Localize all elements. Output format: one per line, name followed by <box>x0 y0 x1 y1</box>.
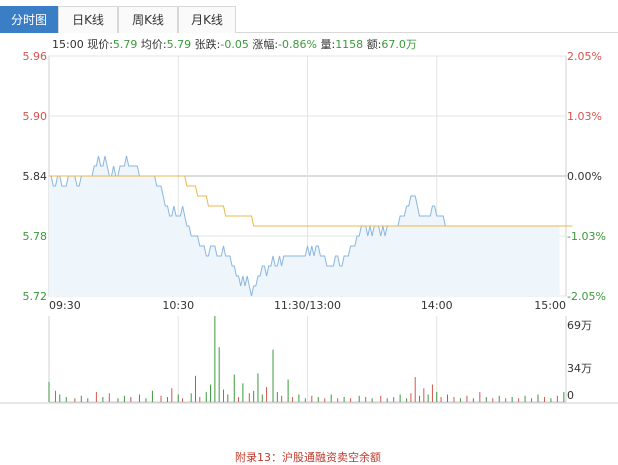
y-right-tick: 0.00% <box>567 170 602 183</box>
x-tick: 14:00 <box>421 299 453 312</box>
pct-value: -0.86% <box>278 38 317 51</box>
x-tick: 15:00 <box>534 299 566 312</box>
quote-info-bar: 15:00 现价:5.79 均价:5.79 张跌:-0.05 涨幅:-0.86%… <box>52 36 417 52</box>
y-left-tick: 5.72 <box>23 290 48 303</box>
tab-daily-k[interactable]: 日K线 <box>58 6 118 33</box>
y-left-tick: 5.78 <box>23 230 48 243</box>
tab-weekly-k[interactable]: 周K线 <box>118 6 178 33</box>
volume-tick: 34万 <box>567 362 592 375</box>
avg-value: 5.79 <box>166 38 192 51</box>
y-right-tick: -1.03% <box>567 230 606 243</box>
volume-tick: 0 <box>567 389 574 402</box>
change-label: 张跌: <box>194 38 221 51</box>
vol-value: 1158 <box>335 38 364 51</box>
y-left-tick: 5.96 <box>23 50 48 63</box>
price-area <box>49 156 560 296</box>
x-tick: 09:30 <box>49 299 81 312</box>
price-label: 现价: <box>87 38 113 51</box>
tab-monthly-k[interactable]: 月K线 <box>178 6 236 33</box>
tab-intraday[interactable]: 分时图 <box>0 6 58 33</box>
change-value: -0.05 <box>220 38 249 51</box>
chart-tabs: 分时图 日K线 周K线 月K线 <box>0 0 618 33</box>
x-tick: 11:30/13:00 <box>274 299 341 312</box>
quote-time: 15:00 <box>52 38 84 51</box>
y-left-tick: 5.90 <box>23 110 48 123</box>
amount-value: 67.0万 <box>381 38 417 51</box>
avg-label: 均价: <box>140 38 167 51</box>
y-left-tick: 5.84 <box>23 170 48 183</box>
y-right-tick: -2.05% <box>567 290 606 303</box>
x-tick: 10:30 <box>162 299 194 312</box>
y-right-tick: 2.05% <box>567 50 602 63</box>
footer-caption: 附录13：沪股通融资卖空余额 <box>235 451 381 464</box>
vol-label: 量: <box>320 38 336 51</box>
avg-price-line <box>49 175 573 227</box>
volume-tick: 69万 <box>567 319 592 332</box>
price-value: 5.79 <box>112 38 138 51</box>
y-right-tick: 1.03% <box>567 110 602 123</box>
pct-label: 涨幅: <box>252 38 279 51</box>
amount-label: 额: <box>366 38 382 51</box>
